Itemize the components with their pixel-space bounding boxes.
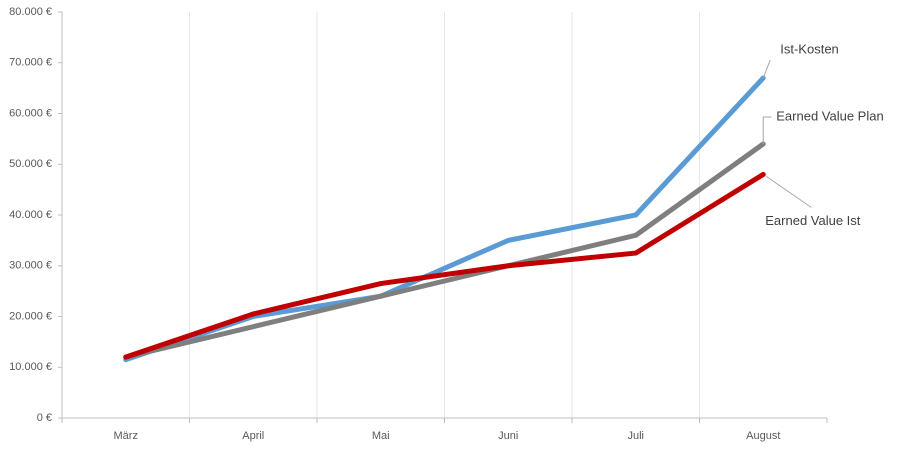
y-tick-label: 80.000 €	[9, 6, 52, 18]
y-tick-label: 40.000 €	[9, 209, 52, 221]
series-label: Earned Value Ist	[765, 213, 861, 228]
series-line	[123, 141, 766, 360]
annotation-leader	[765, 175, 812, 208]
series-label: Earned Value Plan	[776, 108, 883, 123]
y-tick-label: 70.000 €	[9, 57, 52, 69]
x-tick-label: April	[242, 430, 264, 442]
x-tick-label: Juli	[627, 430, 644, 442]
y-tick-label: 60.000 €	[9, 107, 52, 119]
y-tick-label: 50.000 €	[9, 158, 52, 170]
annotation-leader	[762, 59, 771, 79]
y-tick-label: 0 €	[37, 412, 52, 424]
annotation-leader	[762, 116, 772, 144]
x-tick-label: August	[746, 430, 780, 442]
x-tick-label: März	[114, 430, 138, 442]
x-tick-label: Juni	[498, 430, 518, 442]
series-line	[123, 171, 766, 360]
y-tick-label: 10.000 €	[9, 361, 52, 373]
y-tick-label: 30.000 €	[9, 260, 52, 272]
y-tick-label: 20.000 €	[9, 310, 52, 322]
series-label: Ist-Kosten	[780, 41, 839, 56]
x-tick-label: Mai	[372, 430, 390, 442]
